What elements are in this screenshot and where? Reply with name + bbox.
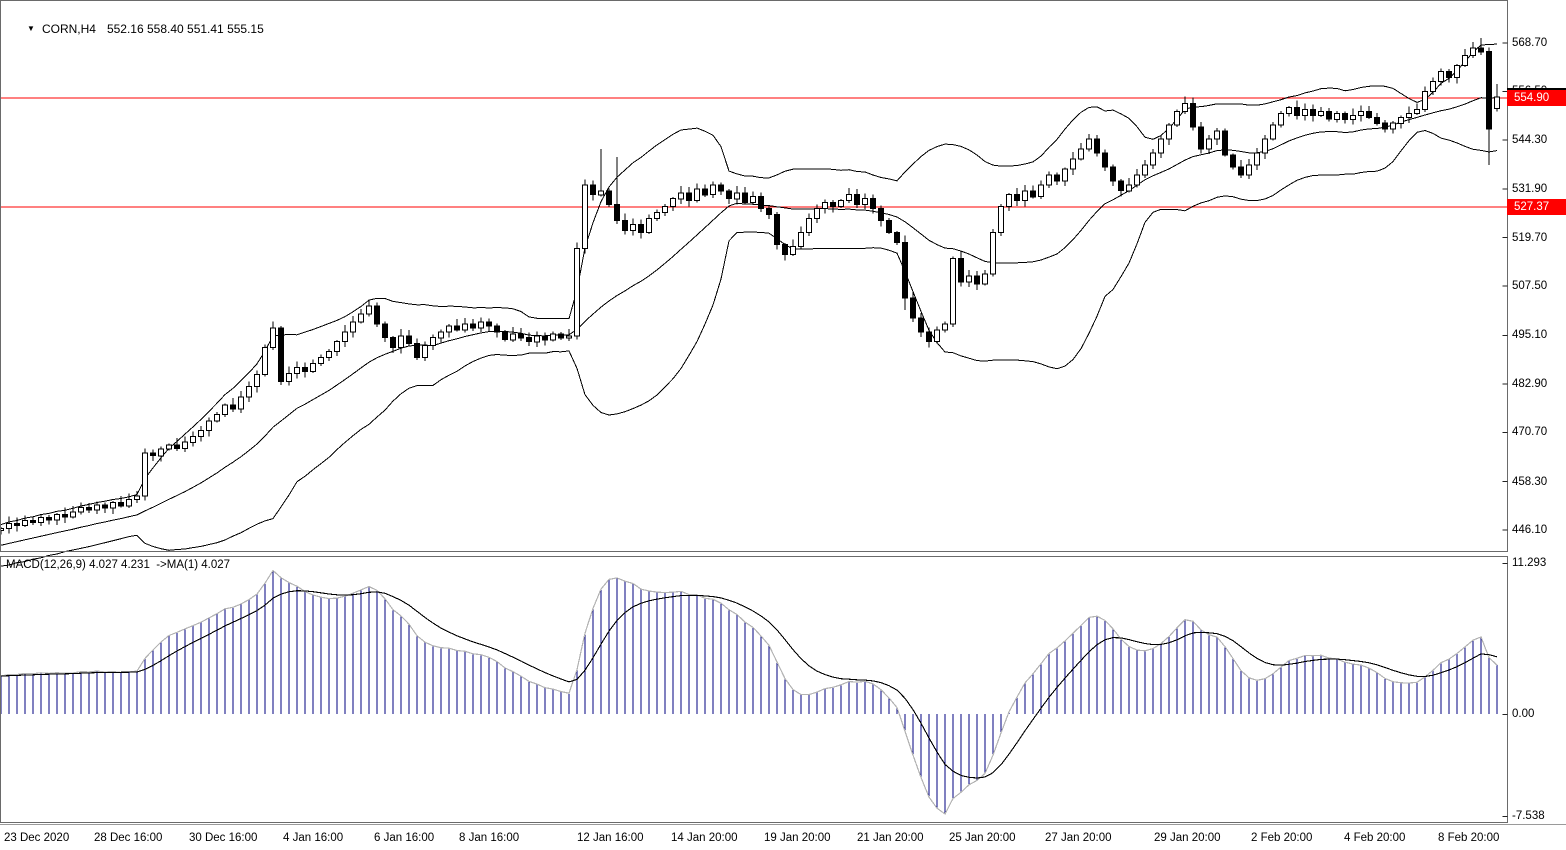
date-axis-label: 27 Jan 20:00 <box>1045 832 1112 844</box>
price-axis-label: 495.10 <box>1512 329 1548 341</box>
macd-panel <box>0 569 1498 815</box>
date-axis-label: 8 Feb 20:00 <box>1438 832 1500 844</box>
bollinger-bands <box>0 43 1498 567</box>
macd-axis-label: 0.00 <box>1512 708 1535 720</box>
axis-ticks <box>1502 42 1508 817</box>
price-alert-lines[interactable] <box>0 97 1507 208</box>
price-axis-label: 531.90 <box>1512 183 1548 195</box>
macd-line <box>0 569 1498 815</box>
date-axis-label: 23 Dec 2020 <box>4 832 70 844</box>
date-axis-label: 6 Jan 16:00 <box>374 832 435 844</box>
price-axis-label: 446.10 <box>1512 524 1548 536</box>
date-axis-label: 2 Feb 20:00 <box>1251 832 1313 844</box>
price-axis-label: 519.70 <box>1512 232 1548 244</box>
date-axis-label: 8 Jan 16:00 <box>459 832 520 844</box>
price-axis-label: 458.30 <box>1512 476 1548 488</box>
price-axis-label: 507.50 <box>1512 280 1548 292</box>
price-axis-label: 568.70 <box>1512 37 1548 49</box>
price-axis-label: 470.70 <box>1512 426 1548 438</box>
bollinger-lower-line <box>0 129 1498 567</box>
bollinger-middle-line <box>0 96 1498 546</box>
date-axis-label: 19 Jan 20:00 <box>764 832 831 844</box>
price-axis-label: 544.30 <box>1512 134 1548 146</box>
date-axis-label: 21 Jan 20:00 <box>857 832 924 844</box>
price-line-label[interactable]: 554.90 <box>1507 90 1566 106</box>
macd-axis-label: 11.293 <box>1512 557 1547 569</box>
date-axis-label: 28 Dec 16:00 <box>94 832 163 844</box>
chart-marker-icon[interactable]: ▼ <box>27 24 35 33</box>
candlesticks <box>0 37 1500 535</box>
macd-axis-label: -7.538 <box>1512 810 1545 822</box>
chart-header: ▼ CORN,H4 552.16 558.40 551.41 555.15 <box>7 5 264 53</box>
macd-indicator-label: MACD(12,26,9) 4.027 4.231 ->MA(1) 4.027 <box>6 559 231 571</box>
symbol-period-label: CORN,H4 <box>41 22 96 36</box>
date-axis-label: 29 Jan 20:00 <box>1154 832 1221 844</box>
macd-signal-line <box>0 590 1498 779</box>
date-axis-label: 30 Dec 16:00 <box>189 832 258 844</box>
date-axis-label: 14 Jan 20:00 <box>671 832 738 844</box>
date-axis-label: 12 Jan 16:00 <box>577 832 644 844</box>
bollinger-upper-line <box>0 43 1498 526</box>
date-axis-label: 4 Jan 16:00 <box>283 832 344 844</box>
panel-frames <box>0 0 1566 825</box>
price-axis-label: 482.90 <box>1512 378 1548 390</box>
ohlc-values-label: 552.16 558.40 551.41 555.15 <box>106 22 264 36</box>
date-axis-label: 25 Jan 20:00 <box>949 832 1016 844</box>
date-axis-label: 4 Feb 20:00 <box>1344 832 1406 844</box>
price-line-label[interactable]: 527.37 <box>1507 199 1566 215</box>
